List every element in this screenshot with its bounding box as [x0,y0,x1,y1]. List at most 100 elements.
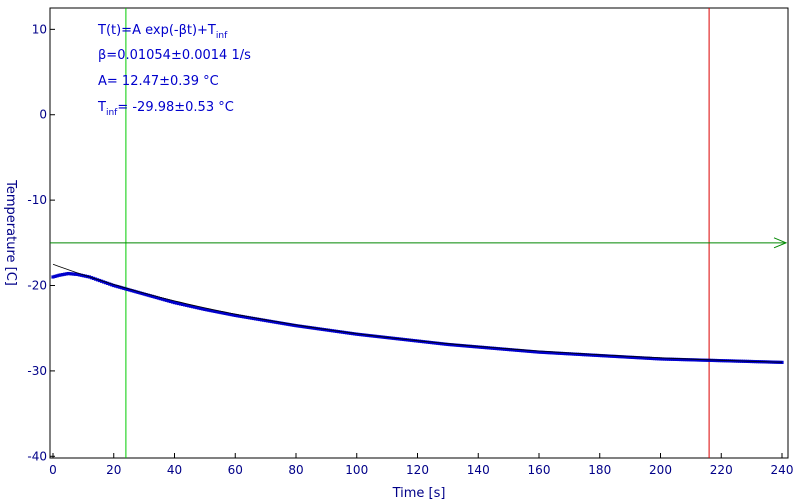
data-point [604,354,608,358]
data-point [235,314,239,318]
data-point [648,356,652,360]
data-point [533,350,537,354]
data-point [64,272,68,276]
y-tick-label: -40 [27,449,47,463]
data-point [162,298,166,302]
data-point [537,350,541,354]
x-tick-label: 160 [528,463,551,477]
x-tick-label: 120 [406,463,429,477]
annotation-tinf-main: T [97,100,106,115]
data-point [294,324,298,328]
data-point [626,355,630,359]
horizontal-marker-arrow[interactable] [773,237,788,249]
data-point [160,297,164,301]
data-point [505,347,509,351]
data-point [353,332,357,336]
data-point [288,323,292,327]
data-points [51,271,784,364]
data-point [634,355,638,360]
data-point [183,303,187,307]
data-point [253,317,258,321]
data-point [586,353,590,357]
data-point [148,294,152,298]
data-point [140,291,144,296]
y-axis-title: Temperature [C] [3,179,18,286]
data-point [559,351,563,355]
data-point [340,330,345,334]
data-point [434,341,438,345]
data-point [689,358,693,362]
data-point [79,273,83,277]
data-point [438,341,442,346]
data-point [452,343,456,347]
data-point [658,357,663,361]
data-point [359,333,363,337]
data-point [122,286,126,290]
data-point [314,326,318,331]
data-point [654,357,659,361]
fit-line [52,263,783,363]
data-point [324,328,328,332]
data-point [215,310,219,314]
data-point [205,308,209,312]
data-point [211,309,215,313]
data-point [100,279,104,283]
data-point [280,321,284,325]
data-point [456,343,460,347]
data-point [543,350,547,355]
data-point [460,344,464,348]
data-point [132,289,136,293]
data-point [555,351,559,355]
x-tick-label: 0 [49,463,57,477]
data-point [590,353,594,357]
data-point [102,280,106,284]
x-axis-title: Time [s] [392,486,446,501]
data-point [703,358,707,362]
data-point [156,296,160,300]
data-point [563,351,567,356]
data-point [715,358,719,363]
data-point [614,354,618,359]
data-point [268,319,272,323]
data-point [527,349,531,353]
data-point [669,357,673,361]
data-point [68,272,72,276]
data-point [237,314,241,318]
data-point [197,306,201,310]
data-point [424,340,428,344]
data-point [221,311,225,315]
data-point [146,293,150,297]
data-point [646,356,650,360]
data-point [448,343,452,347]
data-point [191,305,195,309]
x-tick-label: 80 [288,463,303,477]
data-point [539,350,543,354]
data-point [569,352,573,356]
data-point [201,307,205,311]
data-point [213,309,217,314]
data-point [673,357,677,361]
data-point [697,358,701,362]
data-point [106,281,110,285]
data-point [77,273,81,277]
data-point [561,351,565,356]
y-tick-label: -30 [27,364,47,378]
data-point [126,287,130,292]
data-point [124,287,128,291]
data-point [229,313,233,317]
data-point [255,317,260,321]
data-point [711,358,715,363]
data-point [304,325,308,329]
data-point [181,302,185,307]
data-point [282,321,286,326]
x-tick-label: 100 [345,463,368,477]
data-point [134,290,138,294]
data-point [664,357,669,361]
data-point [241,315,245,319]
annotation-tinf-sub: inf [106,108,118,118]
data-point [464,344,468,348]
data-point [272,320,276,324]
data-point [81,274,85,278]
data-point [701,358,705,362]
data-point [502,347,507,351]
